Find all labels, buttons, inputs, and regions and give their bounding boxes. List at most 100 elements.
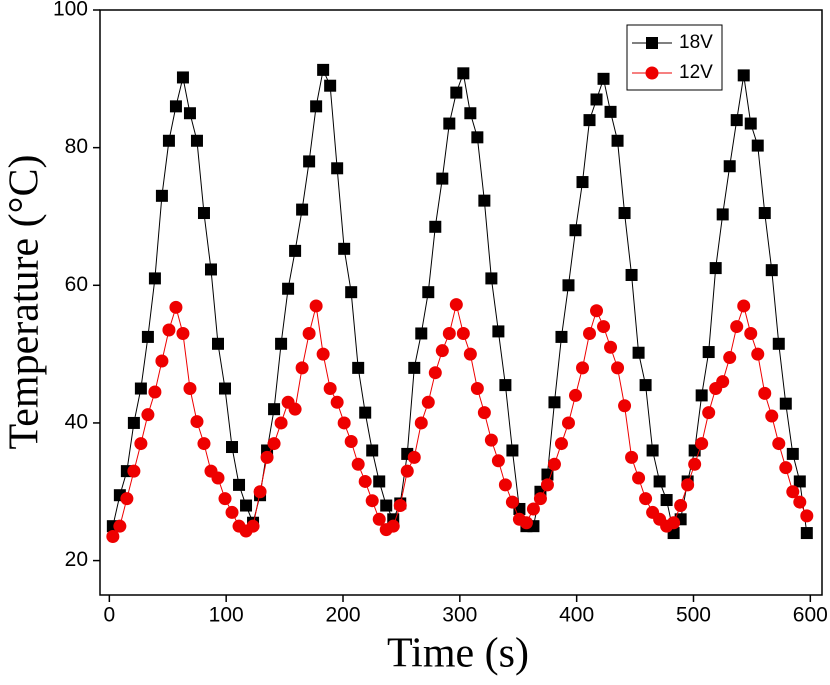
data-point xyxy=(204,263,217,276)
data-point xyxy=(604,340,618,354)
data-point xyxy=(240,499,253,512)
data-point xyxy=(386,519,400,533)
data-point xyxy=(162,134,175,147)
data-point xyxy=(407,450,421,464)
data-point xyxy=(485,272,498,285)
data-point xyxy=(225,505,239,519)
data-point xyxy=(219,382,232,395)
data-point xyxy=(484,433,498,447)
data-point xyxy=(533,492,547,506)
data-point xyxy=(443,117,456,130)
data-point xyxy=(674,499,688,513)
data-point xyxy=(141,408,155,422)
data-point xyxy=(786,447,799,460)
data-point xyxy=(183,382,197,396)
data-point xyxy=(583,114,596,127)
data-point xyxy=(365,494,379,508)
data-point xyxy=(716,208,729,221)
data-point xyxy=(268,403,281,416)
data-point xyxy=(723,160,736,173)
x-tick-label: 0 xyxy=(104,604,116,627)
data-point xyxy=(477,406,491,420)
data-point xyxy=(358,474,372,488)
data-point xyxy=(127,416,140,429)
data-point xyxy=(751,347,765,361)
data-point xyxy=(246,519,260,533)
data-point xyxy=(681,478,695,492)
data-point xyxy=(464,107,477,120)
data-point xyxy=(744,326,758,340)
data-point xyxy=(415,327,428,340)
data-point xyxy=(562,279,575,292)
data-point xyxy=(351,457,365,471)
data-point xyxy=(162,323,176,337)
data-point xyxy=(330,395,344,409)
data-point xyxy=(120,465,133,478)
data-point xyxy=(155,354,169,368)
data-point xyxy=(730,114,743,127)
y-tick-label: 100 xyxy=(53,0,88,21)
x-tick-label: 600 xyxy=(793,604,828,627)
data-point xyxy=(772,437,786,451)
data-point xyxy=(296,203,309,216)
data-point xyxy=(352,361,365,374)
data-point xyxy=(463,347,477,361)
data-point xyxy=(310,100,323,113)
data-point xyxy=(547,457,561,471)
data-point xyxy=(569,224,582,237)
legend-label: 18V xyxy=(679,32,713,53)
data-point xyxy=(197,437,211,451)
data-point xyxy=(141,330,154,343)
data-point xyxy=(450,86,463,99)
data-point xyxy=(519,516,533,530)
series-line xyxy=(112,304,808,537)
y-tick-label: 20 xyxy=(65,548,88,571)
data-point xyxy=(260,450,274,464)
data-point xyxy=(723,351,737,365)
data-point xyxy=(555,330,568,343)
data-point xyxy=(176,71,189,84)
data-point xyxy=(597,72,610,85)
data-point xyxy=(632,346,645,359)
data-point xyxy=(646,444,659,457)
data-point xyxy=(568,388,582,402)
data-point xyxy=(526,502,540,516)
data-point xyxy=(421,395,435,409)
data-point xyxy=(309,299,323,313)
data-point xyxy=(576,361,590,375)
data-point xyxy=(583,326,597,340)
data-point xyxy=(793,475,806,488)
data-point xyxy=(800,509,814,523)
data-point xyxy=(359,406,372,419)
data-point xyxy=(134,437,148,451)
data-point xyxy=(400,464,414,478)
data-point xyxy=(730,320,744,334)
data-point xyxy=(744,117,757,130)
data-point xyxy=(127,464,141,478)
x-tick-label: 200 xyxy=(325,604,360,627)
legend-marker xyxy=(645,66,659,80)
data-point xyxy=(282,282,295,295)
data-point xyxy=(457,67,470,80)
data-point xyxy=(695,437,709,451)
data-point xyxy=(288,402,302,416)
x-tick-label: 500 xyxy=(676,604,711,627)
data-point xyxy=(436,172,449,185)
data-point xyxy=(471,131,484,144)
data-point xyxy=(190,415,204,429)
data-point xyxy=(758,207,771,220)
data-point xyxy=(233,478,246,491)
data-point xyxy=(632,471,646,485)
data-point xyxy=(414,416,428,430)
data-point xyxy=(618,399,632,413)
data-point xyxy=(169,100,182,113)
data-point xyxy=(639,492,653,506)
data-point xyxy=(540,478,554,492)
data-point xyxy=(576,176,589,189)
data-point xyxy=(653,475,666,488)
data-point xyxy=(688,457,702,471)
data-point xyxy=(303,155,316,168)
data-point xyxy=(345,286,358,299)
data-point xyxy=(169,300,183,314)
